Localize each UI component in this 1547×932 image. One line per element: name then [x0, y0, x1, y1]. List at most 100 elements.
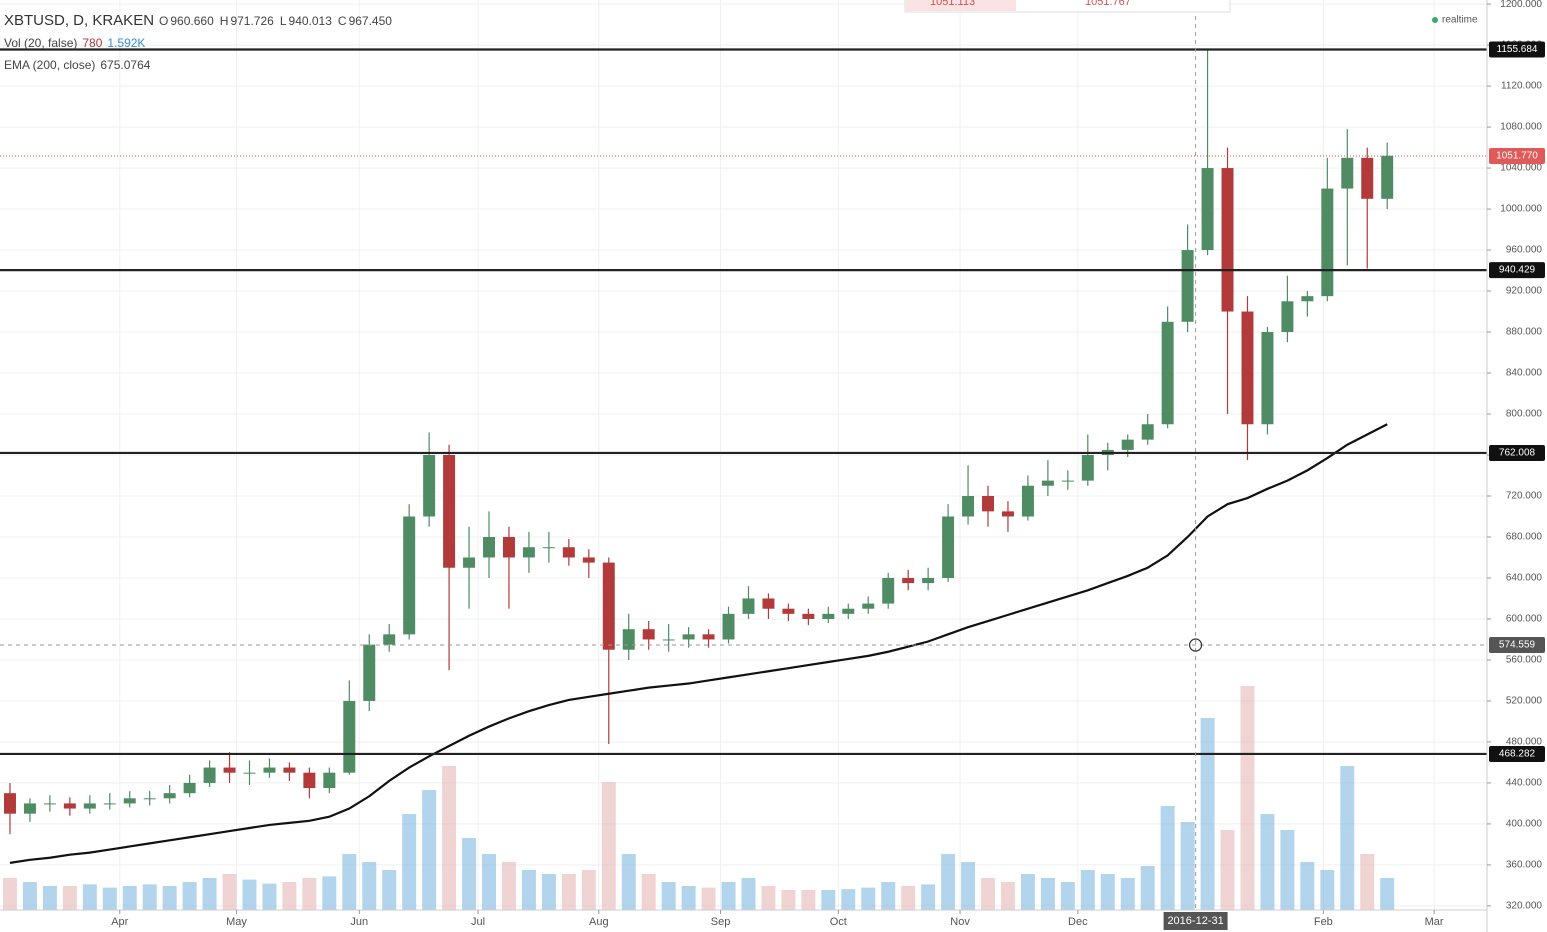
volume-bar	[1100, 874, 1115, 910]
volume-bar	[22, 882, 37, 910]
y-tick-label: 1040.000	[1500, 163, 1542, 174]
candle-body	[83, 803, 96, 809]
candle-body	[1241, 311, 1254, 425]
volume-bar	[1020, 874, 1035, 910]
volume-bar	[1300, 862, 1315, 910]
x-tick-label: Jun	[350, 916, 368, 928]
symbol: XBTUSD, D, KRAKEN	[4, 12, 155, 29]
volume-row: Vol (20, false) 780 1.592K	[4, 32, 403, 54]
volume-bar	[541, 874, 556, 910]
volume-bar	[641, 874, 656, 910]
volume-bar	[701, 887, 716, 910]
volume-bar	[2, 878, 17, 910]
volume-bar	[42, 886, 57, 910]
volume-bar	[721, 882, 736, 910]
volume-bar	[1140, 866, 1155, 910]
crosshair-x-box	[1163, 912, 1228, 930]
candle-body	[642, 629, 655, 640]
candle-body	[463, 557, 476, 568]
last-price-label: 1051.770	[1496, 151, 1538, 162]
volume-bar	[1240, 686, 1255, 910]
candle-body	[762, 598, 775, 609]
y-tick-label: 800.000	[1506, 409, 1543, 420]
candle-body	[722, 613, 735, 640]
candle-body	[183, 782, 196, 794]
candle-body	[1121, 439, 1134, 450]
volume-bar	[1340, 766, 1355, 910]
volume-bar	[182, 882, 197, 910]
cursor	[1188, 638, 1203, 652]
realtime-label: realtime	[1442, 15, 1478, 26]
y-tick-label: 1000.000	[1500, 204, 1542, 215]
x-tick-label: Aug	[589, 916, 609, 928]
y-tick-label: 320.000	[1506, 901, 1543, 912]
volume-bar	[142, 884, 157, 910]
y-tick-label: 1200.000	[1500, 0, 1542, 10]
candle-body	[622, 629, 635, 650]
volume-bar	[222, 874, 237, 910]
level-box	[1489, 745, 1545, 762]
y-axis-bg	[1487, 0, 1547, 932]
volume-bar	[302, 878, 317, 910]
candle-body	[922, 577, 935, 584]
candle-body	[1141, 424, 1154, 440]
volume-bar	[861, 887, 876, 910]
candle-body	[1301, 296, 1314, 302]
candle-body	[662, 639, 675, 641]
candle-body	[802, 613, 815, 619]
candle-body	[343, 700, 356, 773]
volume-bar	[1260, 814, 1275, 910]
ohlc-value: 940.013	[288, 14, 332, 28]
candle-body	[363, 644, 376, 701]
level-box	[1489, 444, 1545, 461]
volume-bar	[422, 790, 437, 910]
ema-name: EMA (200, close)	[4, 58, 96, 72]
volume-ma: 1.592K	[107, 36, 146, 50]
candle-body	[443, 455, 456, 568]
candle-body	[822, 613, 835, 619]
candle-body	[223, 767, 236, 773]
x-tick-label: Apr	[111, 916, 128, 928]
volume-bar	[781, 890, 796, 910]
candle-body	[243, 772, 256, 774]
x-tick-label: May	[226, 916, 247, 928]
candle-body	[43, 803, 56, 805]
ohlc-key: L	[279, 14, 287, 28]
level-box	[1489, 262, 1545, 279]
candle-body	[1341, 157, 1354, 189]
volume-bar	[482, 854, 496, 910]
volume-bar	[921, 884, 936, 910]
volume-bar	[162, 886, 177, 910]
y-tick-label: 840.000	[1506, 368, 1543, 379]
candle-body	[1281, 301, 1294, 333]
candle-body	[143, 798, 156, 800]
candle-body	[862, 603, 875, 609]
candle-body	[123, 798, 136, 804]
level-box	[1489, 41, 1545, 58]
candle-body	[522, 547, 535, 558]
candle-body	[383, 634, 396, 645]
y-tick-label: 1080.000	[1500, 122, 1542, 133]
volume-bar	[62, 886, 77, 910]
x-tick-label: Mar	[1425, 916, 1444, 928]
candle-body	[962, 495, 975, 517]
ohlc-value: 967.450	[348, 14, 392, 28]
volume-bar	[1320, 870, 1335, 910]
y-tick-label: 920.000	[1506, 286, 1543, 297]
volume-bar	[242, 879, 257, 910]
candle-body	[702, 634, 715, 640]
candle-body	[1021, 485, 1034, 517]
volume-bar	[741, 878, 756, 910]
ohlc: O 960.660 H 971.726 L 940.013 C 967.450	[159, 14, 398, 28]
candle-body	[63, 803, 76, 809]
crosshair-y-box	[1489, 637, 1545, 654]
volume-bar	[1060, 882, 1075, 910]
volume-bar	[262, 883, 277, 910]
y-tick-label: 960.000	[1506, 245, 1543, 256]
volume-bar	[521, 870, 536, 910]
volume-bar	[761, 886, 776, 910]
x-axis-bg	[0, 910, 1487, 932]
candle-body	[1321, 188, 1334, 297]
